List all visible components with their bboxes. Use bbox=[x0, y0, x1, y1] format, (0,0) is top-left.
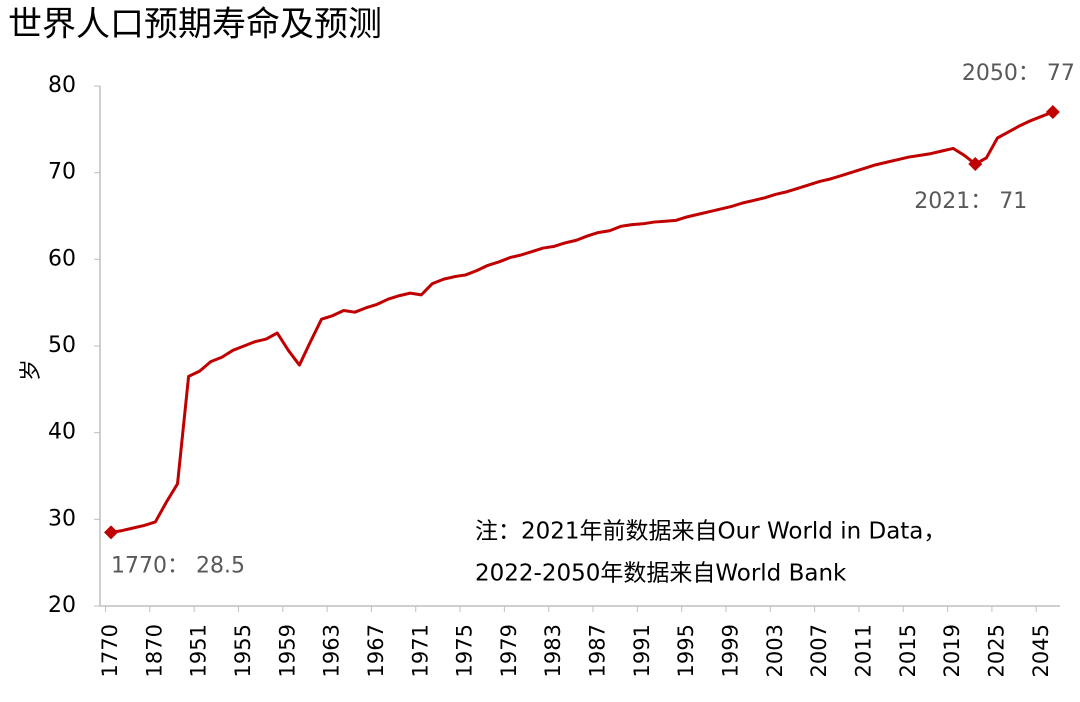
x-tick-label: 1967 bbox=[364, 624, 388, 677]
x-tick-label: 1999 bbox=[719, 624, 743, 677]
x-tick-label: 1979 bbox=[497, 624, 521, 677]
data-label: 2021： 71 bbox=[914, 189, 1027, 214]
y-tick-label: 40 bbox=[48, 420, 76, 445]
x-tick-label: 2019 bbox=[940, 624, 964, 677]
point-marker bbox=[968, 157, 983, 171]
x-tick-label: 1975 bbox=[453, 624, 477, 677]
y-tick-label: 30 bbox=[48, 506, 76, 531]
x-tick-label: 1995 bbox=[674, 624, 698, 677]
y-axis-label: 岁 bbox=[19, 359, 44, 381]
data-label: 1770： 28.5 bbox=[111, 553, 245, 578]
x-tick-label: 2011 bbox=[851, 624, 875, 677]
x-tick-label: 1951 bbox=[187, 624, 211, 677]
y-tick-label: 20 bbox=[48, 593, 76, 618]
y-tick-label: 80 bbox=[48, 73, 76, 98]
x-tick-label: 2007 bbox=[807, 624, 831, 677]
chart-title: 世界人口预期寿命及预测 bbox=[8, 5, 382, 45]
x-tick-label: 1770 bbox=[98, 624, 122, 677]
x-tick-label: 1983 bbox=[541, 624, 565, 677]
x-tick-label: 2045 bbox=[1029, 624, 1053, 677]
y-tick-label: 50 bbox=[48, 333, 76, 358]
x-tick-label: 1987 bbox=[586, 624, 610, 677]
x-tick-label: 2015 bbox=[896, 624, 920, 677]
point-marker bbox=[1045, 105, 1060, 119]
x-tick-label: 2025 bbox=[984, 624, 1008, 677]
y-tick-label: 60 bbox=[48, 246, 76, 271]
x-tick-label: 1870 bbox=[142, 624, 166, 677]
y-tick-label: 70 bbox=[48, 160, 76, 185]
x-tick-label: 2003 bbox=[763, 624, 787, 677]
point-marker bbox=[104, 525, 119, 540]
x-tick-label: 1955 bbox=[231, 624, 255, 677]
series-line bbox=[110, 110, 1054, 534]
x-tick-label: 1963 bbox=[320, 624, 344, 677]
x-tick-label: 1991 bbox=[630, 624, 654, 677]
note-line: 2022-2050年数据来自World Bank bbox=[475, 561, 847, 587]
x-tick-label: 1959 bbox=[275, 624, 299, 677]
data-label: 2050： 77 bbox=[962, 61, 1075, 86]
note-line: 注：2021年前数据来自Our World in Data， bbox=[475, 519, 946, 545]
x-tick-label: 1971 bbox=[408, 624, 432, 677]
